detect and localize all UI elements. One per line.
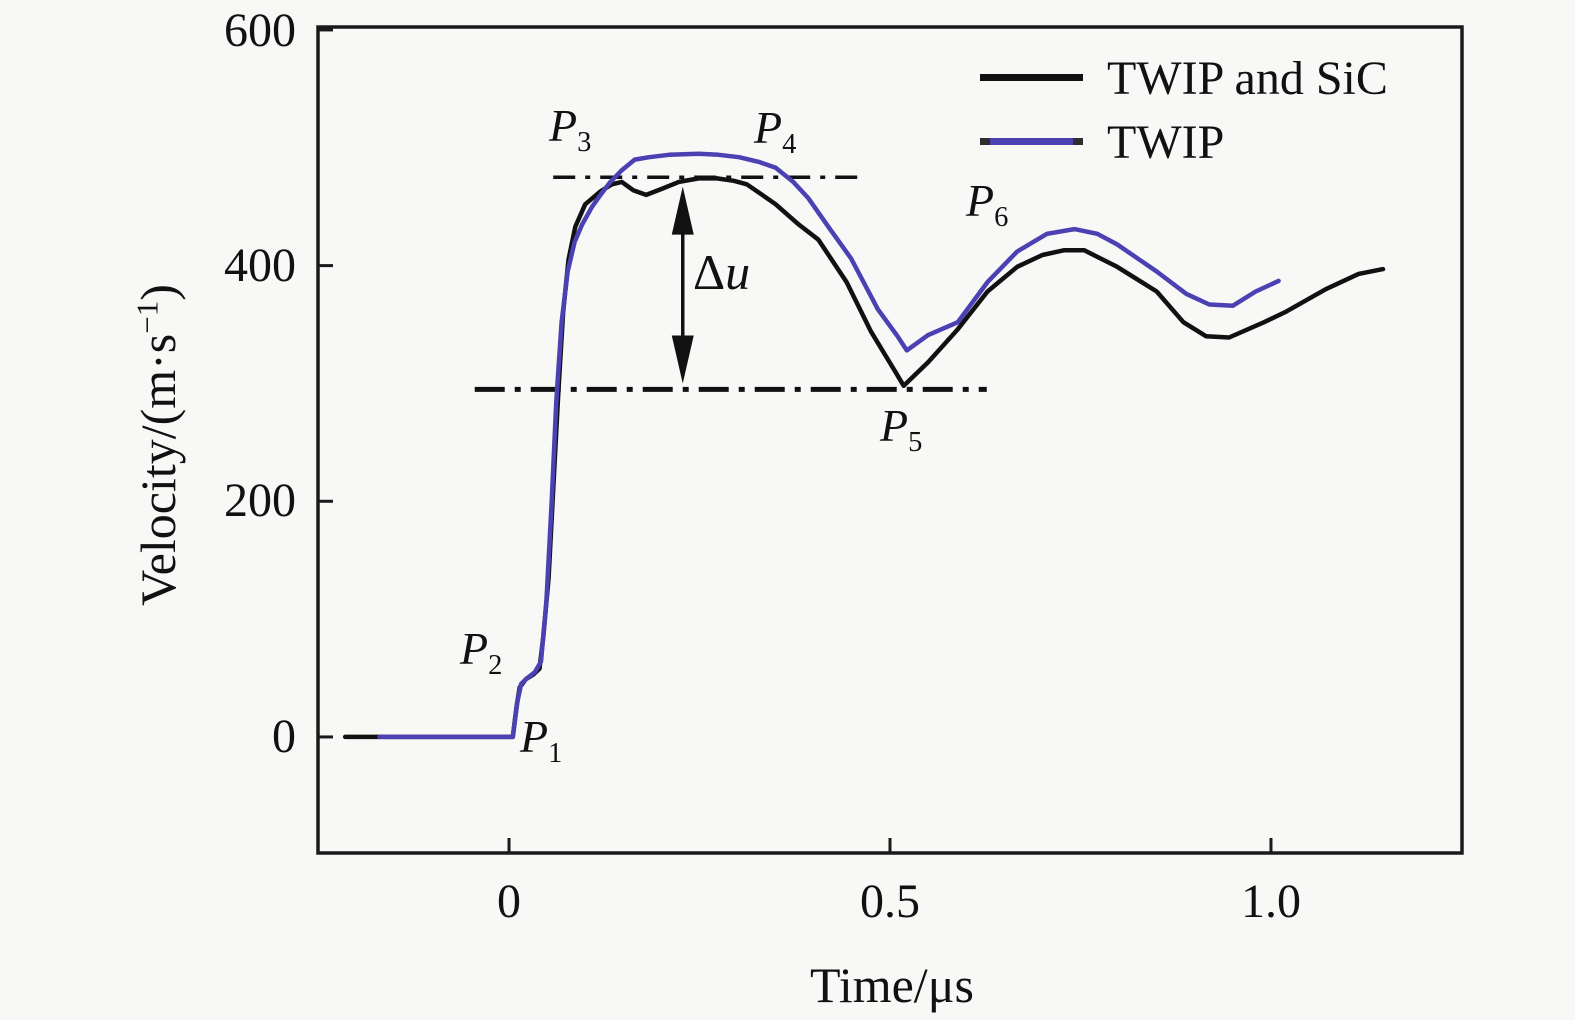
y-tick-label-400: 400 [224, 239, 296, 292]
delta-u-arrowhead-up [671, 186, 694, 235]
point-label-p3: P3 [549, 100, 592, 159]
legend-label-twip-and-sic: TWIP and SiC [1107, 52, 1388, 105]
x-axis-title: Time/μs [810, 957, 974, 1013]
y-tick-label-0: 0 [272, 710, 296, 763]
x-tick-label-0.5: 0.5 [860, 875, 920, 928]
legend-line-twip [980, 138, 1083, 145]
point-label-p2: P2 [460, 623, 503, 682]
point-label-p6: P6 [966, 175, 1009, 234]
delta-u-label: Δu [693, 244, 751, 300]
point-label-p1: P1 [520, 711, 563, 770]
point-label-p4: P4 [754, 102, 797, 161]
point-label-p5: P5 [880, 400, 923, 459]
y-axis-title: Velocity/(m·s−1) [129, 284, 186, 606]
legend-line-twip-and-sic [980, 74, 1083, 81]
x-tick-label-1.0: 1.0 [1241, 875, 1301, 928]
y-tick-label-200: 200 [224, 474, 296, 527]
y-tick-label-600: 600 [224, 4, 296, 57]
delta-u-arrowhead-down [671, 335, 694, 384]
x-tick-label-0: 0 [497, 875, 521, 928]
curve-twip [377, 151, 1281, 740]
legend-label-twip: TWIP [1107, 116, 1225, 169]
y-axis-title-superscript: −1 [129, 300, 165, 334]
